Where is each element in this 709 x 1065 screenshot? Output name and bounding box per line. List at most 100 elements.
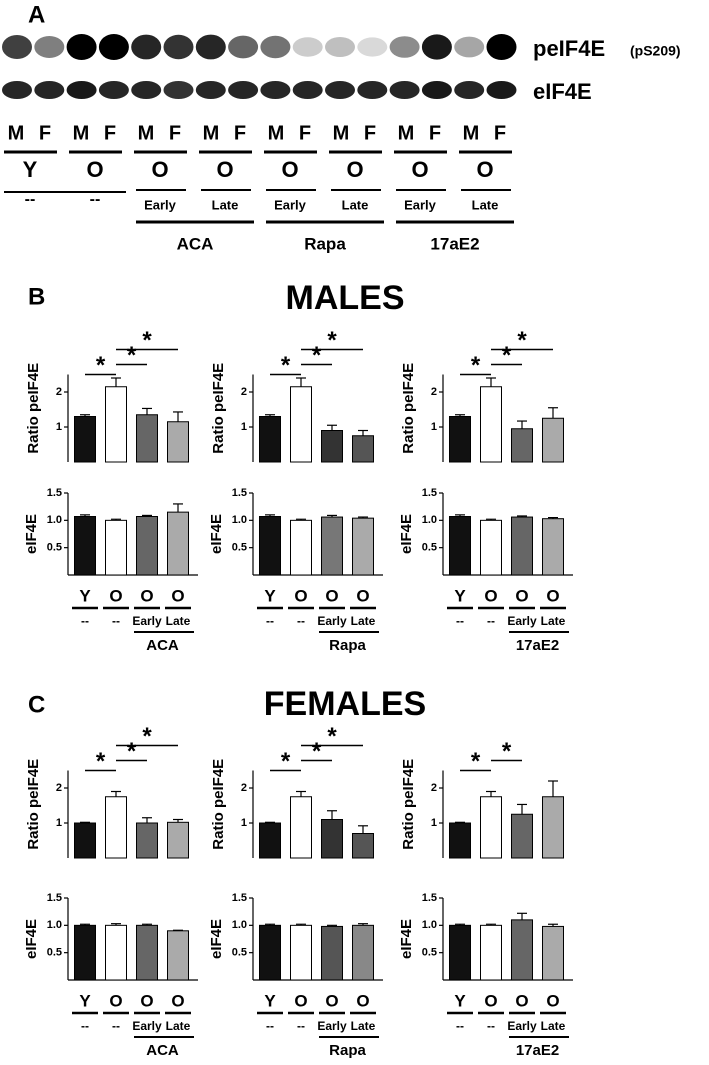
x-tick-label: Y	[79, 586, 91, 605]
x-tick-label: O	[140, 586, 153, 605]
x-tick-label: O	[356, 991, 369, 1010]
lane-label: M	[73, 122, 90, 144]
y-tick-label: 1.5	[47, 892, 62, 904]
lane-label: F	[169, 122, 181, 144]
significance-star: *	[327, 723, 337, 750]
blot-band	[2, 35, 32, 59]
group-label: O	[281, 157, 298, 182]
lane-label: F	[364, 122, 376, 144]
y-axis-label: eIF4E	[398, 919, 415, 959]
timing-label: Early	[404, 197, 437, 212]
y-tick-label: 1.0	[47, 514, 62, 526]
group-label: ACA	[146, 637, 179, 654]
x-tick-label: O	[109, 991, 122, 1010]
bar	[480, 386, 502, 463]
bar	[105, 386, 127, 463]
bar	[167, 821, 189, 859]
y-tick-label: 1	[56, 817, 62, 829]
bar	[480, 924, 502, 981]
section-title: MALES	[286, 279, 405, 317]
y-tick-label: 1.5	[422, 487, 437, 499]
group-label: O	[346, 157, 363, 182]
bar	[105, 519, 127, 576]
blot-band	[421, 34, 452, 60]
group-label: Y	[23, 157, 38, 182]
significance-star: *	[96, 352, 106, 379]
bar	[321, 925, 343, 981]
group-label: O	[86, 157, 103, 182]
y-tick-label: 1	[431, 421, 437, 433]
bar	[321, 430, 343, 463]
y-axis-label: Ratio peIF4E	[210, 759, 227, 850]
blot-band	[34, 36, 65, 58]
x-sub-label: --	[487, 614, 495, 628]
significance-star: *	[142, 327, 152, 354]
group-label: O	[411, 157, 428, 182]
group-label: O	[476, 157, 493, 182]
bar	[167, 930, 189, 981]
group-label: Rapa	[329, 1042, 366, 1059]
x-sub-label: Early	[507, 614, 537, 628]
lane-label: F	[429, 122, 441, 144]
x-tick-label: O	[171, 991, 184, 1010]
x-tick-label: O	[515, 586, 528, 605]
y-tick-label: 0.5	[422, 947, 437, 959]
bar	[74, 516, 96, 576]
panel-label: B	[28, 283, 45, 310]
x-sub-label: Late	[351, 1019, 376, 1033]
y-tick-label: 1	[241, 817, 247, 829]
bar	[290, 519, 312, 576]
x-tick-label: O	[294, 991, 307, 1010]
x-tick-label: Y	[264, 991, 276, 1010]
x-tick-label: O	[546, 586, 559, 605]
y-tick-label: 1.5	[422, 892, 437, 904]
timing-label: --	[25, 191, 36, 208]
y-tick-label: 0.5	[47, 542, 62, 554]
y-axis-label: eIF4E	[23, 919, 40, 959]
significance-star: *	[281, 352, 291, 379]
x-sub-label: Early	[132, 614, 162, 628]
x-sub-label: --	[112, 1019, 120, 1033]
lane-label: M	[333, 122, 350, 144]
bar	[449, 416, 471, 463]
group-label: Rapa	[329, 637, 366, 654]
lane-label: F	[494, 122, 506, 144]
y-tick-label: 1.0	[232, 919, 247, 931]
y-axis-label: Ratio peIF4E	[210, 363, 227, 454]
bar	[136, 516, 158, 576]
bar	[136, 822, 158, 859]
significance-star: *	[502, 738, 512, 765]
x-sub-label: --	[456, 614, 464, 628]
y-tick-label: 1	[431, 817, 437, 829]
bar	[259, 416, 281, 463]
blot-band	[357, 81, 388, 99]
blot-band	[163, 34, 194, 60]
blot-band	[66, 34, 97, 60]
blot-band	[486, 34, 517, 60]
y-axis-label: eIF4E	[23, 514, 40, 554]
bar	[449, 516, 471, 576]
x-sub-label: Early	[317, 1019, 347, 1033]
x-sub-label: Late	[351, 614, 376, 628]
y-tick-label: 2	[56, 782, 62, 794]
y-tick-label: 1.0	[422, 919, 437, 931]
significance-star: *	[312, 342, 322, 369]
x-tick-label: O	[356, 586, 369, 605]
x-tick-label: O	[325, 586, 338, 605]
blot-band	[325, 37, 355, 57]
y-tick-label: 0.5	[232, 542, 247, 554]
y-tick-label: 1.0	[232, 514, 247, 526]
x-sub-label: --	[266, 1019, 274, 1033]
y-axis-label: eIF4E	[208, 514, 225, 554]
bar	[352, 924, 374, 981]
y-tick-label: 0.5	[47, 947, 62, 959]
bar	[74, 822, 96, 859]
y-tick-label: 1.5	[232, 892, 247, 904]
bar	[74, 416, 96, 463]
y-tick-label: 1	[56, 421, 62, 433]
blot-label: peIF4E	[533, 36, 605, 61]
group-label: O	[151, 157, 168, 182]
x-sub-label: Early	[507, 1019, 537, 1033]
timing-label: --	[90, 191, 101, 208]
